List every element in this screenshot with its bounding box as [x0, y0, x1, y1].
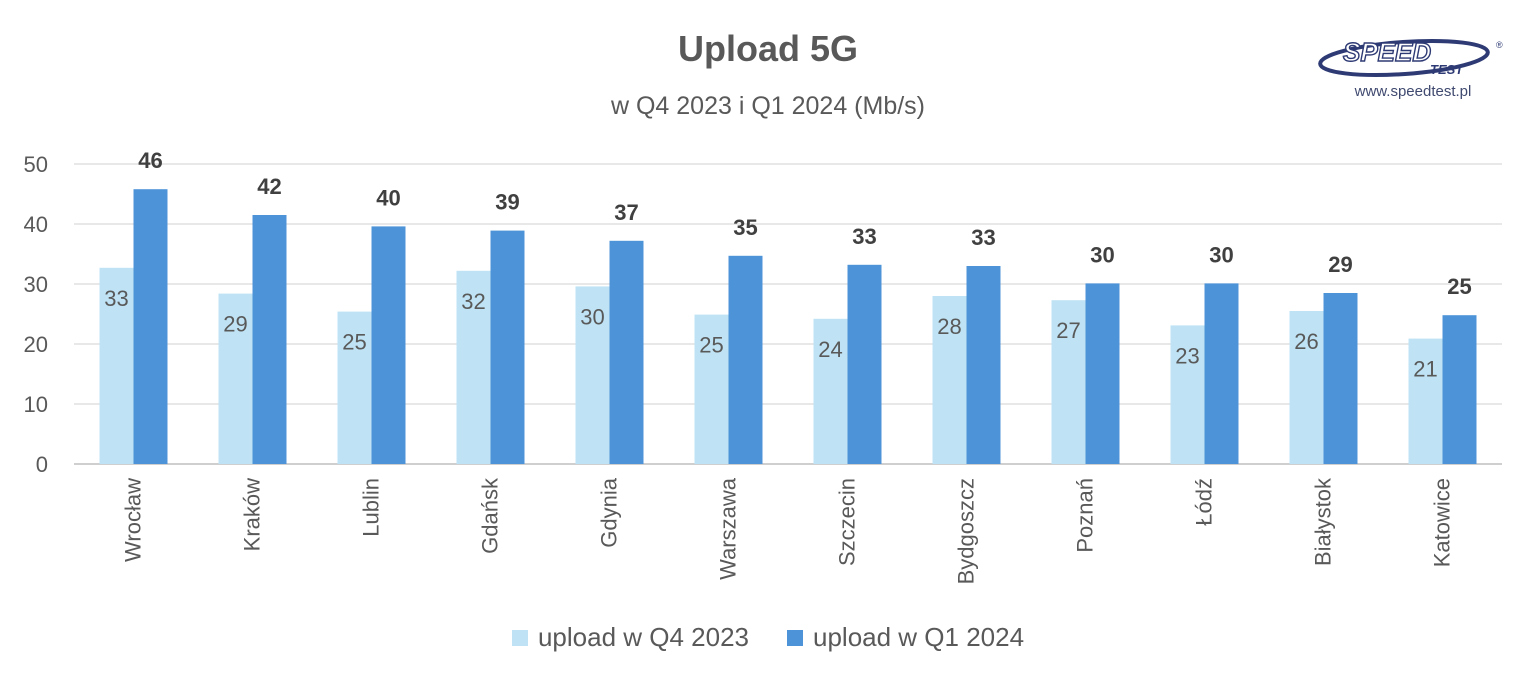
data-label-q1: 29: [1328, 252, 1352, 277]
category-label: Kraków: [240, 478, 265, 551]
bar-q4-2: [337, 311, 372, 464]
bar-q4-9: [1170, 325, 1205, 464]
category-label: Bydgoszcz: [954, 478, 979, 584]
bar-q1-8: [1085, 283, 1120, 464]
data-label-q1: 25: [1447, 274, 1471, 299]
bar-q1-2: [371, 226, 406, 464]
legend-swatch-q4: [511, 629, 528, 646]
data-label-q4: 27: [1056, 318, 1080, 343]
bar-q4-7: [932, 296, 967, 464]
data-label-q4: 23: [1175, 343, 1199, 368]
svg-text:TEST: TEST: [1430, 62, 1464, 77]
bar-q1-4: [609, 240, 644, 464]
bar-q4-3: [456, 270, 491, 464]
y-tick-label: 20: [24, 332, 48, 357]
category-label: Lublin: [359, 478, 384, 537]
svg-text:®: ®: [1496, 40, 1503, 50]
bar-q1-9: [1204, 283, 1239, 464]
y-tick-label: 10: [24, 392, 48, 417]
bar-q1-7: [966, 266, 1001, 464]
chart-subtitle: w Q4 2023 i Q1 2024 (Mb/s): [610, 92, 926, 120]
data-label-q1: 30: [1090, 242, 1114, 267]
category-label: Gdynia: [597, 477, 622, 547]
legend-item-q4: upload w Q4 2023: [511, 622, 749, 653]
data-label-q1: 33: [852, 224, 876, 249]
category-label: Poznań: [1073, 478, 1098, 553]
data-label-q4: 32: [461, 289, 485, 314]
speedtest-logo: SPEED TEST ®: [1318, 36, 1503, 78]
bar-q1-6: [847, 264, 882, 464]
bar-q1-10: [1323, 293, 1358, 464]
category-label: Gdańsk: [478, 477, 503, 554]
bar-q1-1: [252, 215, 287, 464]
y-tick-label: 40: [24, 212, 48, 237]
legend-label-q1: upload w Q1 2024: [813, 622, 1025, 652]
bar-q4-10: [1289, 311, 1324, 464]
y-tick-label: 30: [24, 272, 48, 297]
data-label-q1: 30: [1209, 242, 1233, 267]
bar-q1-11: [1442, 315, 1477, 464]
bar-chart: 0 10 20 30 40 50 33 46 Wrocław 29 42 Kraków 25 40 Lubl…: [24, 148, 1502, 584]
logo-url: www.speedtest.pl: [1354, 83, 1472, 100]
data-label-q4: 25: [699, 333, 723, 358]
data-label-q1: 40: [376, 185, 400, 210]
chart-title: Upload 5G: [677, 28, 859, 69]
data-label-q4: 21: [1413, 357, 1437, 382]
bar-q4-5: [694, 314, 729, 464]
category-label: Szczecin: [835, 478, 860, 566]
data-label-q4: 29: [223, 312, 247, 337]
y-tick-label: 0: [36, 452, 48, 477]
data-label-q4: 24: [818, 337, 842, 362]
category-label: Białystok: [1311, 477, 1336, 566]
data-label-q1: 39: [495, 190, 519, 215]
category-label: Katowice: [1430, 478, 1455, 567]
data-label-q4: 28: [937, 314, 961, 339]
bar-q4-0: [99, 267, 134, 464]
data-label-q1: 42: [257, 174, 281, 199]
bar-q1-3: [490, 230, 525, 464]
legend-item-q1: upload w Q1 2024: [787, 622, 1024, 653]
bar-q1-0: [133, 189, 168, 464]
bar-q4-11: [1408, 338, 1443, 464]
legend-label-q4: upload w Q4 2023: [537, 622, 749, 652]
data-label-q4: 26: [1294, 329, 1318, 354]
data-label-q1: 35: [733, 215, 757, 240]
svg-text:SPEED: SPEED: [1343, 37, 1431, 67]
bar-q4-4: [575, 286, 610, 464]
data-label-q1: 46: [138, 148, 162, 173]
data-label-q1: 33: [971, 225, 995, 250]
data-label-q1: 37: [614, 200, 638, 225]
category-label: Warszawa: [716, 477, 741, 580]
bar-q4-8: [1051, 300, 1086, 464]
bar-q1-5: [728, 255, 763, 464]
data-label-q4: 25: [342, 330, 366, 355]
data-label-q4: 33: [104, 286, 128, 311]
bar-q4-1: [218, 293, 253, 464]
category-label: Wrocław: [121, 478, 146, 562]
data-label-q4: 30: [580, 304, 604, 329]
y-tick-label: 50: [24, 152, 48, 177]
category-label: Łódź: [1192, 478, 1217, 526]
legend: upload w Q4 2023 upload w Q1 2024: [0, 622, 1536, 653]
legend-swatch-q1: [787, 629, 803, 646]
bar-q4-6: [813, 318, 848, 464]
